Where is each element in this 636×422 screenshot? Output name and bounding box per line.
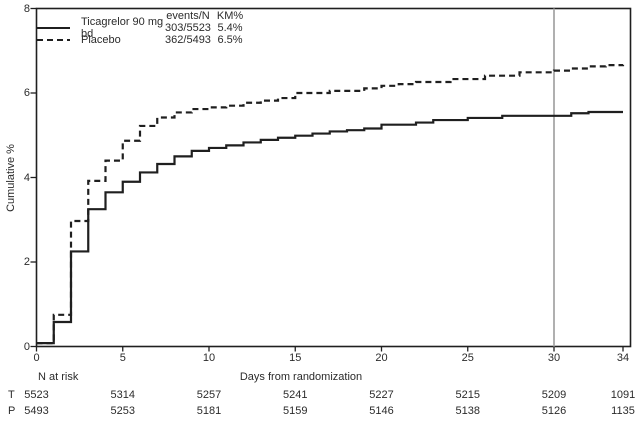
risk-count: 5253 [110,405,135,417]
ticagrelor-curve [36,110,623,345]
legend-km-header: KM% [216,10,244,22]
risk-row-label: T [8,389,15,401]
x-tick-label: 0 [33,352,40,364]
x-tick-label: 30 [547,352,561,364]
y-tick-label: 2 [23,256,30,268]
risk-count: 5215 [455,389,480,401]
plot-frame [35,7,632,348]
risk-count: 5209 [541,389,567,401]
legend: events/N KM% Ticagrelor 90 mg bd 303/552… [37,10,249,46]
legend-ticagrelor-km: 5.4% [217,22,243,34]
y-tick-label: 4 [23,171,30,184]
y-tick-label: 8 [23,2,30,15]
legend-placebo-line-sample [37,38,81,42]
risk-table-title: N at risk [38,371,79,383]
x-tick-label: 25 [461,352,474,364]
risk-count: 1135 [611,405,635,417]
y-tick-label: 0 [23,340,30,353]
risk-count: 5257 [196,389,222,401]
y-tick-label: 6 [23,87,30,99]
legend-placebo-events: 362/5493 [165,34,211,46]
legend-placebo-label: Placebo [81,34,121,46]
risk-count: 5493 [24,405,49,417]
x-tick-label: 34 [616,352,630,364]
legend-ticagrelor-label: Ticagrelor 90 mg bd [81,16,164,40]
x-tick-label: 15 [289,352,302,364]
risk-count: 5181 [196,405,222,417]
legend-ticagrelor-line-sample [37,26,81,30]
legend-events-header: events/N [166,10,210,22]
risk-count: 5146 [369,405,394,417]
legend-placebo-km: 6.5% [217,34,243,46]
risk-row-label: P [8,405,16,417]
x-axis-title: Days from randomization [239,371,363,383]
x-tick-label: 20 [375,352,388,364]
risk-count: 5126 [541,405,567,417]
risk-count: 5241 [283,389,308,401]
placebo-curve [36,64,625,345]
risk-count: 5523 [24,389,49,401]
risk-count: 5227 [369,389,394,401]
x-tick-label: 5 [119,352,126,364]
risk-count: 5314 [110,389,135,401]
risk-count: 5138 [455,405,480,417]
x-tick-label: 10 [202,352,216,364]
risk-count: 5159 [283,405,308,417]
legend-ticagrelor-events: 303/5523 [165,22,211,34]
risk-count: 1091 [610,389,636,401]
